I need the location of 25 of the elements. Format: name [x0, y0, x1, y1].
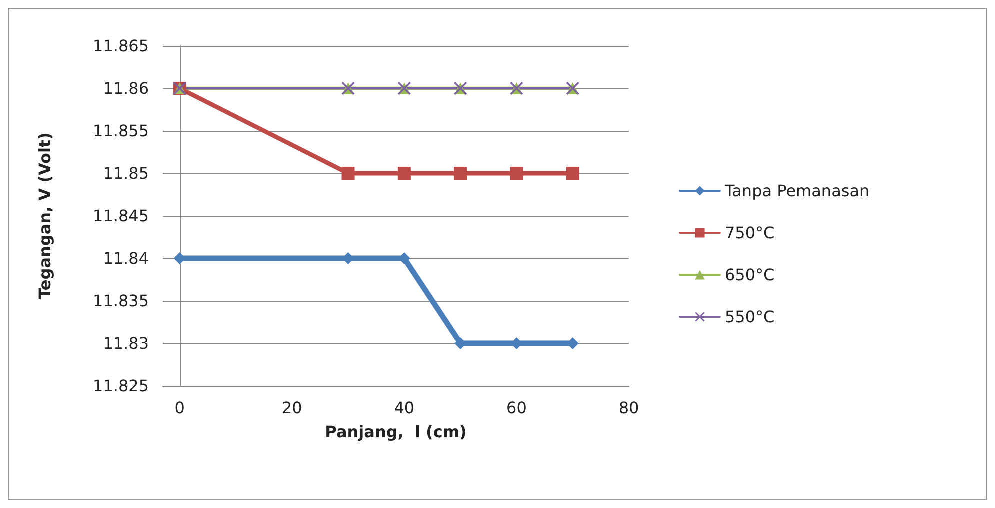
point: [454, 167, 468, 180]
legend-label: 650°C: [725, 266, 775, 284]
y-tick-label: 11.84: [103, 249, 149, 268]
point: [566, 167, 580, 180]
x-tick-label: 60: [506, 398, 527, 418]
y-tick-label: 11.855: [93, 122, 149, 140]
x-axis-title: Panjang, l (cm): [325, 422, 467, 442]
point: [342, 167, 355, 180]
x-tick-label: 0: [174, 398, 185, 418]
y-axis-title: Tegangan, V (Volt): [36, 132, 54, 300]
x-tick-label: 20: [282, 398, 302, 418]
x-tick-label: 40: [394, 398, 415, 418]
y-tick-label: 11.845: [93, 206, 149, 226]
y-tick-label: 11.83: [103, 334, 149, 353]
x-tick-label: 80: [618, 398, 640, 418]
legend-label: 750°C: [725, 224, 775, 242]
y-tick-label: 11.835: [93, 292, 149, 310]
point: [398, 167, 411, 180]
point: [510, 167, 524, 180]
legend-label: 550°C: [725, 308, 775, 326]
legend-label: Tanpa Pemanasan: [724, 182, 870, 200]
y-tick-label: 11.86: [103, 79, 149, 98]
y-tick-label: 11.825: [93, 376, 149, 396]
y-tick-label: 11.865: [93, 36, 149, 56]
y-tick-label: 11.85: [103, 164, 149, 183]
